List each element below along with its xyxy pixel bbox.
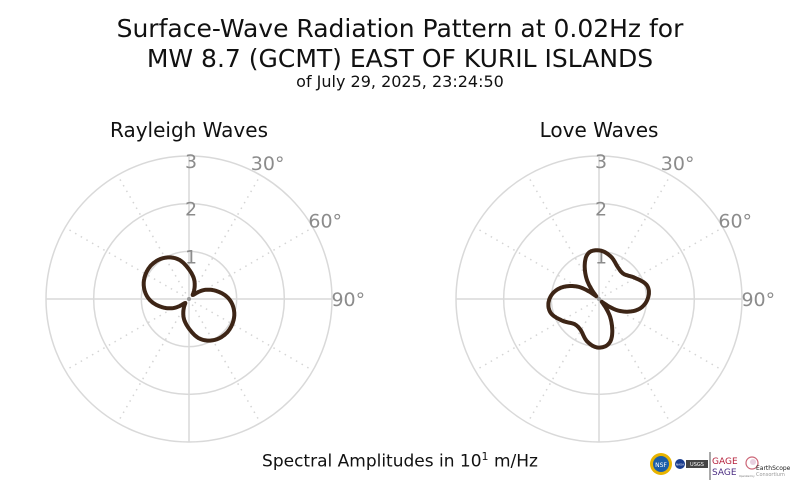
polar-plot-rayleigh: Rayleigh Waves 1 2 3 30° 60° 90°: [45, 118, 365, 443]
radial-tick-label: 2: [185, 199, 197, 221]
sponsor-logos: NSF NASA USGS GAGE SAGE Operated by Eart…: [650, 452, 791, 480]
subplot-title: Love Waves: [540, 118, 659, 142]
earthscope-logo: Operated by EarthScope Consortium: [739, 456, 791, 478]
chart-subtitle: of July 29, 2025, 23:24:50: [296, 72, 504, 91]
chart-title-line1: Surface-Wave Radiation Pattern at 0.02Hz…: [116, 14, 684, 43]
sage-logo-text: SAGE: [712, 468, 737, 478]
radiation-pattern-curve: [546, 248, 651, 350]
angular-tick-label: 30°: [251, 153, 285, 175]
radial-gridline: [45, 155, 333, 443]
angular-gridline: [474, 298, 600, 372]
radial-gridline: [455, 155, 743, 443]
radial-gridline: [140, 250, 238, 348]
radial-tick-label: 1: [185, 246, 197, 268]
angular-tick-label: 30°: [661, 153, 695, 175]
units-exponent: 1: [481, 450, 489, 463]
angular-gridline: [188, 174, 262, 300]
angular-gridline: [64, 226, 190, 300]
nasa-logo: NASA: [675, 459, 685, 469]
consortium-text: Consortium: [756, 472, 785, 478]
usgs-text: USGS: [690, 462, 704, 468]
angular-gridline: [116, 298, 190, 424]
angular-gridline: [526, 174, 600, 300]
units-prefix: Spectral Amplitudes in 10: [262, 451, 482, 472]
angular-tick-label: 60°: [718, 210, 752, 232]
earthscope-text: EarthScope: [756, 465, 791, 472]
angular-tick-label: 90°: [741, 289, 775, 311]
gage-logo-text: GAGE: [712, 457, 738, 467]
angular-gridline: [598, 174, 672, 300]
origin-marker: [597, 297, 601, 301]
angular-tick-label: 60°: [308, 210, 342, 232]
angular-gridline: [526, 298, 600, 424]
nsf-logo: NSF: [650, 453, 672, 475]
radial-gridline: [502, 202, 696, 396]
angular-gridline: [598, 298, 672, 424]
angular-gridline: [188, 298, 262, 424]
nsf-text: NSF: [655, 462, 667, 469]
subplot-title: Rayleigh Waves: [110, 118, 268, 142]
usgs-logo: USGS: [686, 460, 708, 468]
radiation-pattern-curve: [141, 255, 237, 343]
amplitude-units-label: Spectral Amplitudes in 101 m/Hz: [0, 450, 800, 472]
angular-tick-label: 90°: [331, 289, 365, 311]
angular-gridline: [188, 298, 314, 372]
angular-gridline: [116, 174, 190, 300]
radial-tick-label: 3: [185, 151, 197, 173]
angular-gridline: [474, 226, 600, 300]
angular-gridline: [64, 298, 190, 372]
origin-marker: [187, 297, 191, 301]
units-suffix: m/Hz: [488, 451, 538, 472]
operated-by-text: Operated by: [739, 474, 755, 478]
radial-gridline: [92, 202, 286, 396]
radial-tick-label: 3: [595, 151, 607, 173]
angular-gridline: [188, 226, 314, 300]
chart-title-line2: MW 8.7 (GCMT) EAST OF KURIL ISLANDS: [146, 44, 654, 73]
nasa-text: NASA: [676, 463, 685, 467]
radial-tick-label: 2: [595, 199, 607, 221]
